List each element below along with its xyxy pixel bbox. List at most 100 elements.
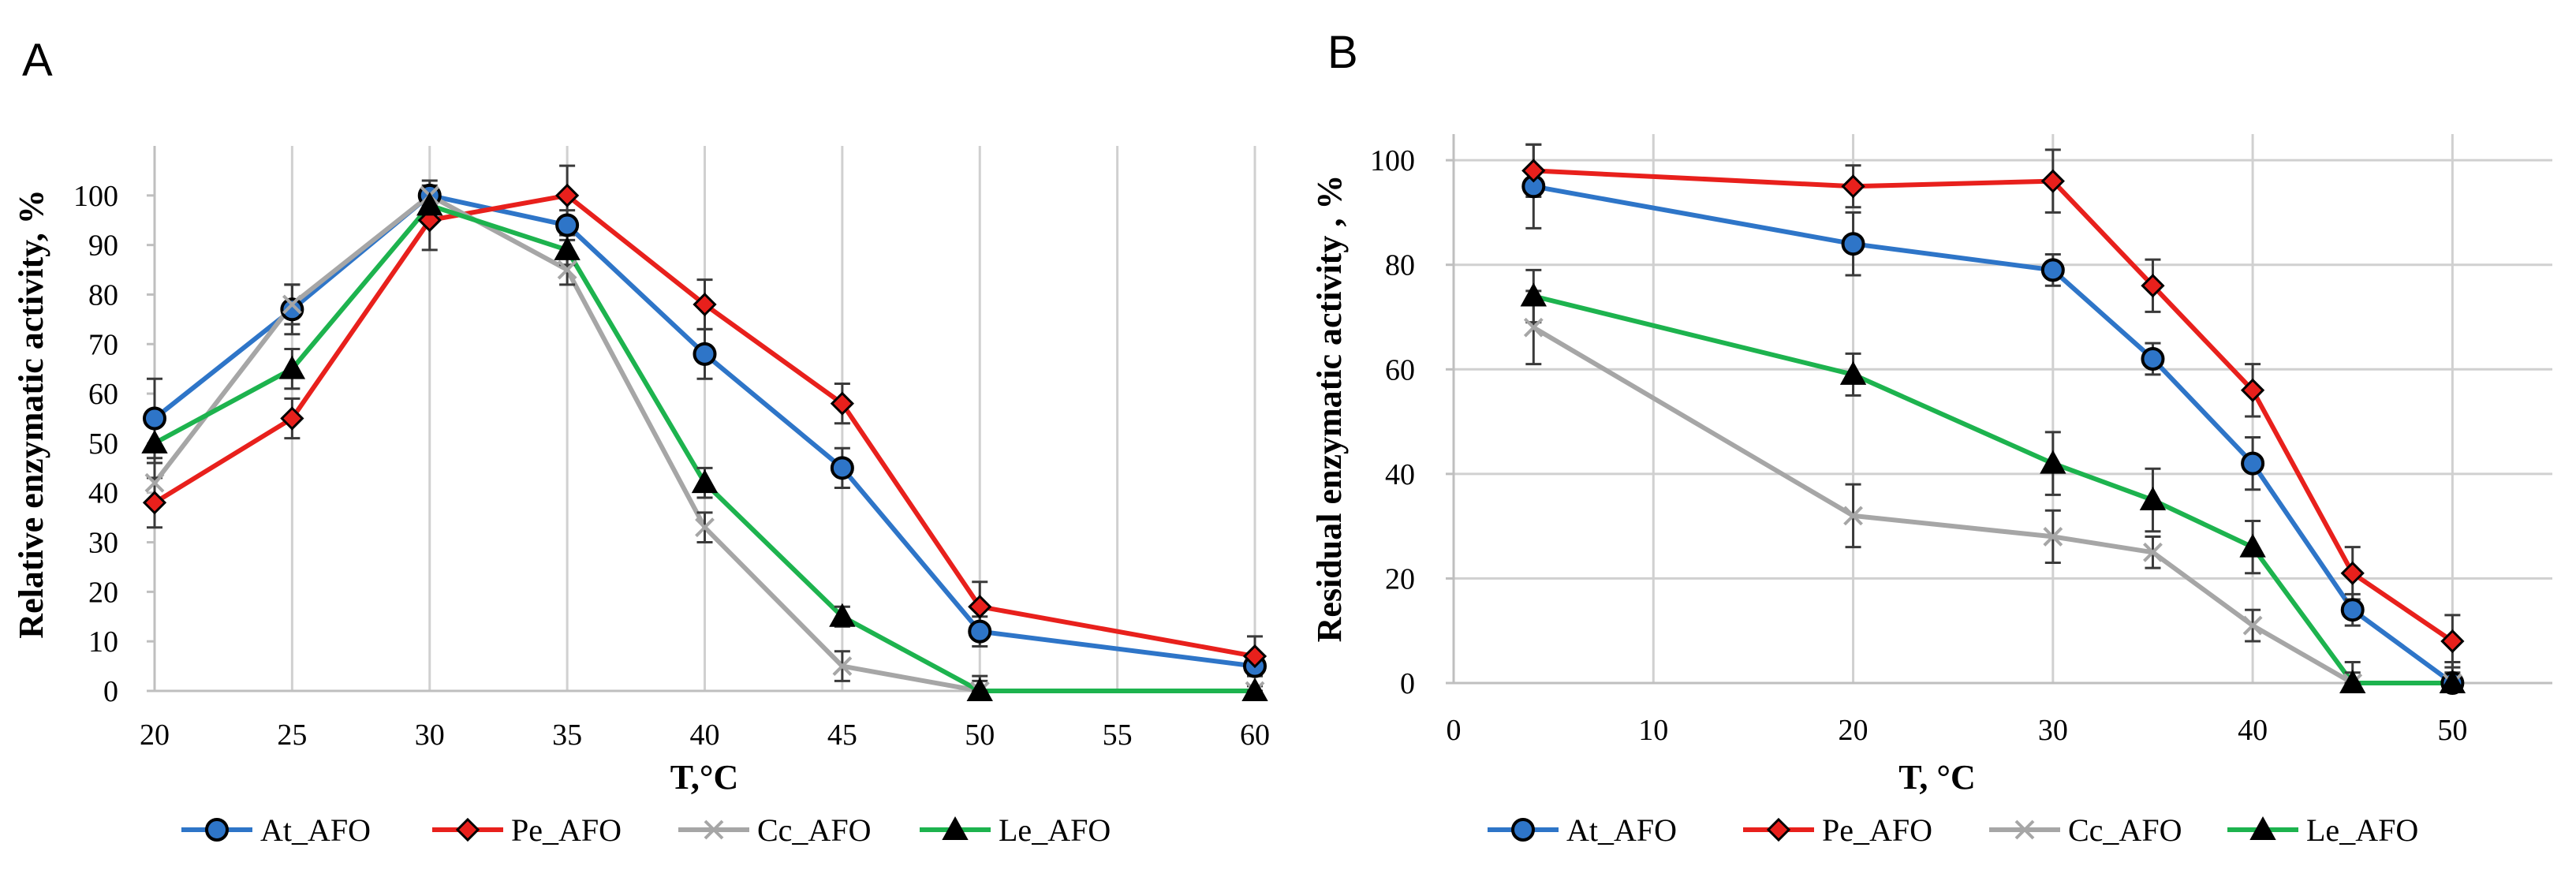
y-tick-label: 30 [88, 527, 118, 560]
y-tick-label: 0 [103, 675, 118, 708]
legend-label: Cc_AFO [757, 812, 871, 848]
data-point-pe-afo [2141, 274, 2165, 298]
data-point-pe-afo [1521, 159, 1546, 183]
y-axis-title: Residual enzymatic activity , % [1310, 175, 1349, 643]
legend-item: Pe_AFO [432, 812, 622, 848]
data-point-pe-afo [1841, 174, 1865, 199]
data-point-le-afo [416, 192, 443, 216]
data-point-le-afo [141, 429, 168, 454]
data-point-cc-afo [282, 294, 302, 315]
x-tick-label: 50 [2437, 714, 2467, 747]
x-axis-title: T,°C [670, 758, 738, 797]
series-line-at-afo [153, 192, 1256, 669]
panel-letter: A [22, 35, 53, 86]
y-tick-label: 100 [1370, 144, 1415, 177]
y-tick-label: 80 [1385, 249, 1415, 282]
legend-marker [455, 817, 480, 842]
legend-marker [942, 816, 969, 840]
data-point-pe-afo [2040, 169, 2065, 193]
data-point-at-afo [2340, 598, 2365, 622]
legend-item: Pe_AFO [1743, 812, 1932, 848]
data-point-cc-afo [557, 259, 577, 280]
legend-label: At_AFO [1566, 812, 1677, 848]
legend-marker [1766, 817, 1791, 842]
panel-a-chart: A 0 10 20 30 40 50 60 70 80 90 100 20 25 30 35 40 45 50 55 6… [12, 35, 1270, 848]
legend-marker [205, 818, 229, 842]
data-point-pe-afo [142, 491, 167, 515]
y-tick-label: 40 [88, 477, 118, 510]
x-tick-label: 35 [552, 719, 582, 752]
x-tick-label: 0 [1447, 714, 1462, 747]
y-tick-label: 60 [88, 378, 118, 411]
y-tick-label: 20 [88, 576, 118, 609]
y-tick-label: 70 [88, 328, 118, 361]
data-point-at-afo [1841, 232, 1865, 256]
data-point-at-afo [143, 406, 166, 431]
data-point-at-afo [555, 213, 580, 237]
data-point-cc-afo [1843, 506, 1863, 526]
data-point-at-afo [830, 456, 854, 480]
data-point-pe-afo [2240, 378, 2265, 402]
data-point-cc-afo [832, 656, 853, 677]
data-point-at-afo [2241, 451, 2265, 476]
series-line-pe-afo [153, 192, 1256, 659]
data-point-le-afo [966, 677, 993, 701]
legend-label: Pe_AFO [1822, 812, 1932, 848]
x-tick-label: 25 [277, 719, 307, 752]
data-point-le-afo [2239, 533, 2266, 558]
legend-marker [1511, 818, 1535, 842]
y-tick-label: 10 [88, 625, 118, 659]
data-point-le-afo [829, 603, 856, 627]
data-point-le-afo [2439, 669, 2466, 693]
panel-b-chart: B 0 20 40 60 80 100 0 10 20 30 40 50 T, °C Residual en… [1310, 27, 2552, 848]
legend-item: Le_AFO [2227, 812, 2418, 848]
legend-label: At_AFO [260, 812, 371, 848]
data-point-pe-afo [2440, 629, 2465, 654]
legend-marker [704, 819, 724, 840]
data-point-le-afo [2339, 669, 2366, 693]
x-tick-label: 30 [2038, 714, 2068, 747]
data-point-pe-afo [693, 292, 717, 317]
data-point-pe-afo [280, 406, 304, 431]
x-tick-label: 40 [690, 719, 720, 752]
data-point-le-afo [1839, 360, 1867, 385]
x-tick-label: 60 [1240, 719, 1270, 752]
data-point-pe-afo [830, 391, 854, 416]
data-point-cc-afo [2043, 526, 2063, 547]
data-point-le-afo [2040, 450, 2066, 474]
x-tick-label: 20 [1839, 714, 1869, 747]
data-point-cc-afo [144, 472, 165, 493]
data-point-le-afo [1520, 282, 1547, 307]
data-point-cc-afo [1523, 317, 1544, 338]
x-tick-label: 45 [827, 719, 857, 752]
legend-item: Le_AFO [920, 812, 1111, 848]
data-point-pe-afo [1242, 644, 1267, 669]
legend-label: Le_AFO [999, 812, 1111, 848]
data-point-le-afo [278, 355, 306, 379]
data-point-le-afo [554, 236, 581, 260]
legend-label: Le_AFO [2306, 812, 2418, 848]
panel-letter: B [1327, 27, 1358, 78]
x-tick-label: 55 [1103, 719, 1133, 752]
x-tick-label: 40 [2238, 714, 2268, 747]
y-tick-label: 0 [1400, 667, 1415, 700]
y-tick-label: 50 [88, 427, 118, 461]
data-point-at-afo [2040, 258, 2065, 282]
y-tick-label: 90 [88, 230, 118, 263]
y-tick-label: 20 [1385, 562, 1415, 595]
data-point-pe-afo [2340, 561, 2365, 585]
legend-label: Cc_AFO [2068, 812, 2182, 848]
legend-marker [2249, 816, 2276, 840]
legend-label: Pe_AFO [511, 812, 622, 848]
data-point-le-afo [2139, 486, 2167, 510]
x-tick-label: 20 [140, 719, 170, 752]
series-line-cc-afo [152, 192, 1255, 693]
data-point-cc-afo [695, 517, 715, 538]
legend-marker [2014, 819, 2035, 840]
y-tick-label: 100 [73, 180, 118, 213]
legend-item: Cc_AFO [1989, 812, 2182, 848]
data-point-pe-afo [555, 183, 580, 207]
data-point-at-afo [968, 619, 992, 644]
